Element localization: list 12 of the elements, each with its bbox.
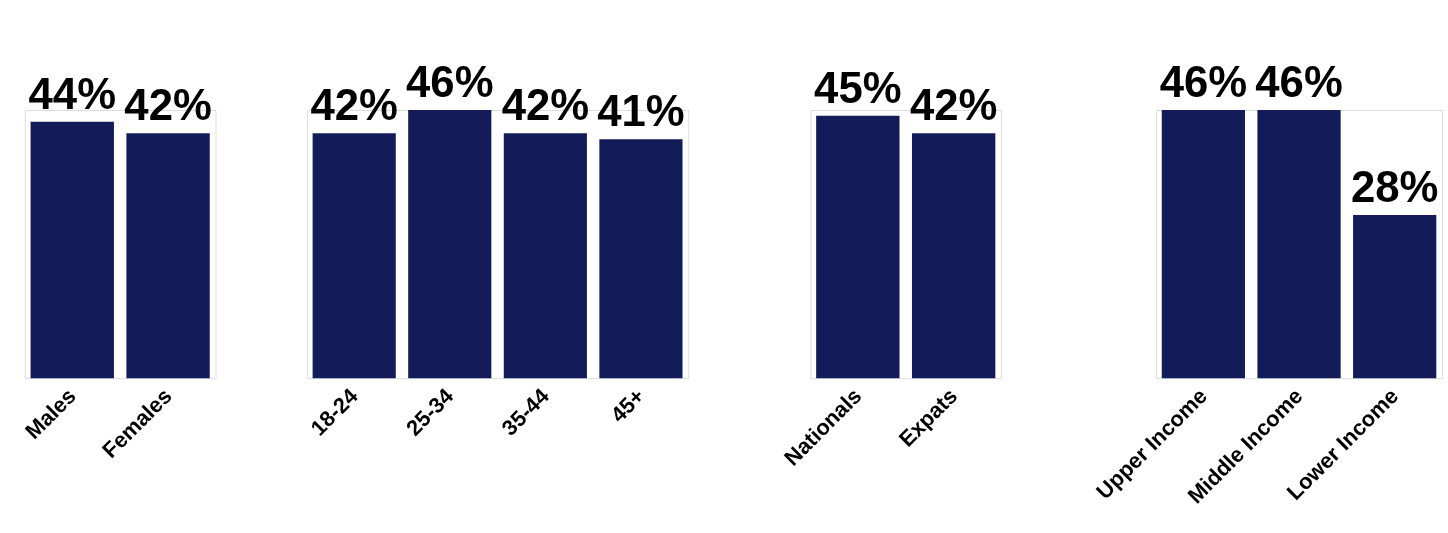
data-label: 42% <box>310 80 398 130</box>
data-label: 46% <box>1159 57 1248 107</box>
data-label: 42% <box>501 80 590 130</box>
data-label: 42% <box>909 80 998 130</box>
data-label: 46% <box>406 57 494 107</box>
data-label: 44% <box>28 68 116 118</box>
data-label: 28% <box>1350 162 1439 212</box>
data-label: 42% <box>124 80 212 130</box>
data-label: 41% <box>597 86 685 136</box>
data-label: 46% <box>1255 57 1343 107</box>
data-label: 45% <box>814 62 902 112</box>
x-tick-label: 45+ <box>605 383 650 428</box>
